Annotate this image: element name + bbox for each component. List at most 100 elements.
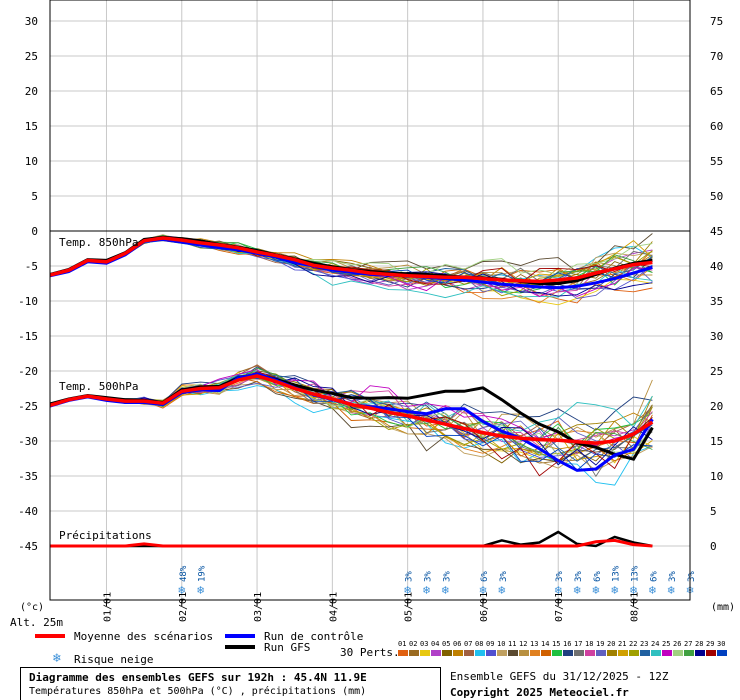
- snow-risk-pct: 3%: [687, 571, 697, 582]
- snow-risk-pct: 3%: [405, 571, 415, 582]
- member-swatch: [497, 650, 507, 656]
- member-swatch: [585, 650, 595, 656]
- date-label: 04/01: [328, 592, 339, 622]
- panel-label-t500: Temp. 500hPa: [59, 380, 138, 393]
- member-number: 25: [662, 640, 671, 648]
- member-swatch: [464, 650, 474, 656]
- member-swatch: [607, 650, 617, 656]
- legend-mean-swatch: [35, 634, 65, 638]
- member-legend-item: 06: [453, 640, 464, 660]
- member-swatch: [541, 650, 551, 656]
- footer-copyright: Copyright 2025 Meteociel.fr: [450, 686, 629, 699]
- footer-title: Diagramme des ensembles GEFS sur 192h : …: [29, 671, 367, 684]
- snowflake-icon: ❄: [423, 583, 430, 597]
- member-number: 20: [607, 640, 616, 648]
- member-swatch: [519, 650, 529, 656]
- member-number: 12: [519, 640, 528, 648]
- snow-risk-pct: 3%: [442, 571, 452, 582]
- left-axis-ticks: 30 25 20 15 10 5 0 -5 -10 -15 -20 -25 -30 -35 -40 -45: [18, 15, 38, 553]
- date-label: 02/01: [178, 592, 189, 622]
- snow-risk-pct: 3%: [555, 571, 565, 582]
- left-tick-label: -30: [18, 435, 38, 448]
- member-number: 04: [431, 640, 440, 648]
- member-swatch: [695, 650, 705, 656]
- member-swatch: [409, 650, 419, 656]
- member-legend-item: 27: [684, 640, 695, 660]
- snow-risk-pct: 3%: [668, 571, 678, 582]
- member-swatch: [673, 650, 683, 656]
- member-legend-item: 02: [409, 640, 420, 660]
- member-number: 21: [618, 640, 627, 648]
- member-number: 17: [574, 640, 583, 648]
- snowflake-icon: ❄: [630, 583, 637, 597]
- member-legend-item: 16: [563, 640, 574, 660]
- snow-risk-pct: 13%: [631, 565, 641, 582]
- member-legend-item: 29: [706, 640, 717, 660]
- member-legend-item: 01: [398, 640, 409, 660]
- member-swatch: [684, 650, 694, 656]
- member-legend-item: 26: [673, 640, 684, 660]
- right-tick-label: 70: [710, 50, 723, 63]
- member-number: 18: [585, 640, 594, 648]
- snowflake-icon: ❄: [611, 583, 618, 597]
- member-swatch: [552, 650, 562, 656]
- member-swatch: [651, 650, 661, 656]
- member-line-t500: [49, 372, 653, 461]
- t850-mean-line: [49, 236, 653, 284]
- member-legend-item: 09: [486, 640, 497, 660]
- precip-mean-line: [50, 538, 653, 548]
- left-tick-label: -40: [18, 505, 38, 518]
- member-number: 16: [563, 640, 572, 648]
- snowflake-icon: ❄: [668, 583, 675, 597]
- member-number: 23: [640, 640, 649, 648]
- legend-mean-label: Moyenne des scénarios: [74, 630, 214, 643]
- t500-control-line: [49, 372, 654, 472]
- t500-mean-line: [49, 374, 654, 445]
- right-tick-label: 75: [710, 15, 723, 28]
- member-legend-item: 24: [651, 640, 662, 660]
- main-series: [49, 235, 654, 548]
- legend-gfs-swatch: [225, 645, 255, 649]
- member-legend-item: 17: [574, 640, 585, 660]
- snow-risk-markers: 48%❄19%❄3%❄3%❄3%❄6%❄3%❄3%❄3%❄6%❄13%❄13%❄…: [178, 565, 697, 597]
- snow-risk-pct: 6%: [593, 571, 603, 582]
- footer-ensemble: Ensemble GEFS du 31/12/2025 - 12Z: [450, 670, 669, 683]
- member-number: 11: [508, 640, 517, 648]
- panel-label-precip: Précipitations: [59, 529, 152, 542]
- member-line-t500: [49, 372, 653, 464]
- member-swatch: [596, 650, 606, 656]
- member-swatch: [453, 650, 463, 656]
- date-label: 06/01: [479, 592, 490, 622]
- member-number: 07: [464, 640, 473, 648]
- date-axis-ticks: 01/01 02/01 03/01 04/01 05/01 06/01 07/01 08/01: [102, 592, 640, 622]
- left-tick-label: -25: [18, 400, 38, 413]
- member-swatch: [420, 650, 430, 656]
- right-tick-label: 40: [710, 260, 723, 273]
- member-number: 19: [596, 640, 605, 648]
- member-swatch: [563, 650, 573, 656]
- member-legend-item: 22: [629, 640, 640, 660]
- member-number: 03: [420, 640, 429, 648]
- member-number: 08: [475, 640, 484, 648]
- member-number: 13: [530, 640, 539, 648]
- left-tick-label: -20: [18, 365, 38, 378]
- snowflake-icon: ❄: [442, 583, 449, 597]
- member-swatch: [618, 650, 628, 656]
- member-number: 24: [651, 640, 660, 648]
- left-axis-unit: (°c): [20, 602, 44, 613]
- member-legend-item: 13: [530, 640, 541, 660]
- right-tick-label: 15: [710, 435, 723, 448]
- left-tick-label: -10: [18, 295, 38, 308]
- member-swatch: [717, 650, 727, 656]
- left-tick-label: 10: [25, 155, 38, 168]
- member-number: 22: [629, 640, 638, 648]
- member-line-t500: [49, 372, 653, 456]
- member-line-t500: [49, 370, 653, 464]
- member-legend-item: 23: [640, 640, 651, 660]
- member-legend-item: 15: [552, 640, 563, 660]
- member-legend-item: 10: [497, 640, 508, 660]
- member-legend-item: 14: [541, 640, 552, 660]
- left-tick-label: 0: [31, 225, 38, 238]
